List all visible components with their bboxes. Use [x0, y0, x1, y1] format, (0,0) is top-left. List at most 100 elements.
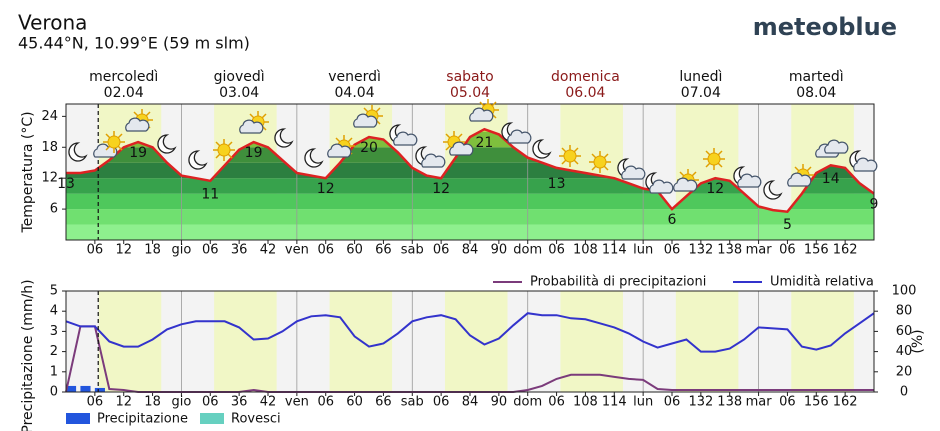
temperature-band — [66, 209, 874, 225]
location-coordinates: 45.44°N, 10.99°E (59 m slm) — [18, 34, 250, 53]
day-name: giovedì — [214, 69, 265, 85]
x-tick-label: 156 — [804, 395, 829, 410]
weather-icon — [212, 138, 236, 162]
x-tick-label: 42 — [260, 395, 277, 410]
x-tick-label: 114 — [602, 395, 627, 410]
y-tick-label: 2 — [50, 344, 58, 359]
x-tick-label: 18 — [144, 395, 161, 410]
series-line — [65, 312, 875, 353]
day-name: martedì — [789, 69, 844, 85]
x-tick-label: gio — [172, 243, 192, 258]
extreme-label: 19 — [129, 145, 147, 161]
x-tick-label: 36 — [231, 395, 248, 410]
x-tick-label: 108 — [573, 395, 598, 410]
extreme-label: 5 — [783, 217, 792, 233]
day-date: 03.04 — [219, 85, 259, 101]
day-date: 04.04 — [335, 85, 375, 101]
y2-tick-label: 100 — [892, 284, 917, 299]
x-tick-label: 66 — [375, 243, 392, 258]
day-date: 05.04 — [450, 85, 490, 101]
day-date: 08.04 — [796, 85, 836, 101]
x-tick-label: 18 — [144, 243, 161, 258]
x-tick-label: 06 — [433, 395, 450, 410]
y2-tick-label: 40 — [896, 344, 913, 359]
y2-tick-label: 20 — [896, 364, 913, 379]
x-tick-label: 06 — [317, 243, 334, 258]
y-tick-label: 0 — [50, 385, 58, 400]
x-tick-label: 06 — [664, 243, 681, 258]
x-tick-label: mar — [746, 395, 773, 410]
day-name: mercoledì — [89, 69, 158, 85]
x-tick-label: 06 — [87, 395, 104, 410]
x-tick-label: 108 — [573, 243, 598, 258]
extreme-label: 11 — [201, 186, 219, 202]
y2-tick-label: 60 — [896, 324, 913, 339]
day-date: 02.04 — [104, 85, 144, 101]
location-title: Verona — [18, 11, 87, 35]
extreme-label: 6 — [668, 212, 677, 228]
x-tick-label: 06 — [202, 243, 219, 258]
x-tick-label: 06 — [317, 395, 334, 410]
precipitation-bar — [94, 387, 105, 392]
x-tick-label: dom — [513, 243, 542, 258]
temperature-line — [66, 127, 875, 214]
weather-icon — [558, 144, 582, 168]
legend-label: Probabilità di precipitazioni — [530, 275, 706, 290]
x-tick-label: lun — [633, 243, 653, 258]
x-tick-label: 132 — [688, 243, 713, 258]
x-tick-label: mar — [746, 243, 773, 258]
x-tick-label: 06 — [779, 395, 796, 410]
x-tick-label: ven — [285, 395, 309, 410]
x-tick-label: 90 — [491, 395, 508, 410]
extreme-label: 14 — [822, 171, 840, 187]
extreme-label: 19 — [245, 145, 263, 161]
x-tick-label: gio — [172, 395, 192, 410]
temperature-band — [66, 224, 874, 240]
y-axis-title: Precipitazione (mm/h) — [20, 279, 36, 431]
x-tick-label: 42 — [260, 243, 277, 258]
extreme-label: 12 — [317, 181, 335, 197]
x-tick-label: 06 — [548, 395, 565, 410]
x-tick-label: 162 — [833, 395, 858, 410]
daylight-band — [791, 291, 854, 392]
legend-label: Precipitazione — [97, 412, 188, 427]
x-tick-label: 06 — [548, 243, 565, 258]
x-tick-label: 138 — [717, 395, 742, 410]
x-tick-label: ven — [285, 243, 309, 258]
legend-swatch — [66, 413, 90, 424]
x-tick-label: sab — [401, 395, 424, 410]
y-tick-label: 18 — [41, 140, 58, 155]
x-tick-label: 06 — [664, 395, 681, 410]
precipitation-bar — [66, 385, 77, 392]
y-tick-label: 12 — [41, 171, 58, 186]
day-name: lunedì — [679, 69, 722, 85]
daylight-band — [214, 291, 277, 392]
x-tick-label: sab — [401, 243, 424, 258]
y2-tick-label: 80 — [896, 304, 913, 319]
legend-label: Rovesci — [231, 412, 281, 427]
daylight-band — [444, 291, 508, 392]
day-date: 06.04 — [565, 85, 605, 101]
extreme-label: 13 — [548, 176, 566, 192]
y2-tick-label: 0 — [900, 385, 908, 400]
x-tick-label: 12 — [115, 243, 132, 258]
x-tick-label: 162 — [833, 243, 858, 258]
logo: meteoblue — [753, 13, 897, 41]
day-name: domenica — [551, 69, 620, 85]
x-tick-label: 12 — [115, 395, 132, 410]
x-tick-label: 60 — [346, 243, 363, 258]
x-tick-label: 90 — [491, 243, 508, 258]
x-tick-label: 156 — [804, 243, 829, 258]
x-tick-label: 06 — [202, 395, 219, 410]
x-tick-label: dom — [513, 395, 542, 410]
x-tick-label: 60 — [346, 395, 363, 410]
x-tick-label: 06 — [87, 243, 104, 258]
precipitation-bar — [80, 385, 91, 392]
extreme-label: 20 — [360, 140, 378, 156]
y-tick-label: 1 — [50, 364, 58, 379]
day-name: venerdì — [328, 69, 381, 85]
x-tick-label: 06 — [779, 243, 796, 258]
y2-axis-title: (%) — [910, 329, 926, 353]
legend-swatch — [200, 413, 224, 424]
